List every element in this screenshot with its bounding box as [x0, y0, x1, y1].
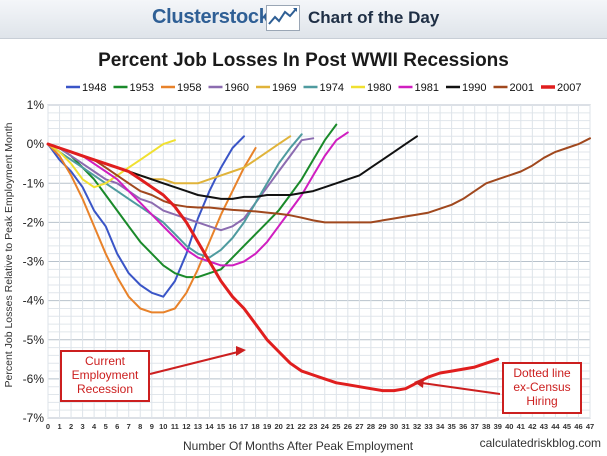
- chart-of-the-day-label: Chart of the Day: [308, 8, 440, 27]
- x-tick-label: 41: [517, 422, 525, 431]
- y-tick-label: -2%: [23, 215, 45, 229]
- callout-arrowhead-current: [236, 346, 246, 356]
- callout-line: Current: [84, 354, 125, 368]
- legend-label-1981: 1981: [415, 82, 439, 94]
- x-tick-label: 20: [274, 422, 282, 431]
- series-line-2001: [47, 137, 591, 224]
- banner: Clusterstock Chart of the Day: [0, 0, 607, 39]
- legend-label-1953: 1953: [130, 82, 154, 94]
- y-tick-label: -3%: [23, 255, 45, 269]
- x-tick-label: 37: [471, 422, 479, 431]
- x-tick-label: 35: [447, 422, 455, 431]
- x-tick-label: 29: [378, 422, 386, 431]
- chart-logo-icon: [266, 5, 300, 31]
- x-tick-label: 14: [205, 422, 214, 431]
- y-tick-label: -4%: [23, 294, 45, 308]
- x-tick-label: 42: [528, 422, 536, 431]
- x-tick-label: 7: [127, 422, 131, 431]
- x-tick-label: 6: [115, 422, 119, 431]
- series-line-1958: [47, 143, 257, 314]
- legend-label-1948: 1948: [82, 82, 106, 94]
- x-tick-label: 26: [344, 422, 352, 431]
- x-tick-label: 18: [251, 422, 259, 431]
- x-axis-label: Number Of Months After Peak Employment: [183, 439, 414, 453]
- source-credit: calculatedriskblog.com: [479, 436, 601, 450]
- callout-dotted-line: Dotted line ex-Census Hiring: [502, 362, 582, 414]
- series-line-1980: [47, 139, 176, 189]
- x-tick-label: 27: [355, 422, 363, 431]
- series-line-1981: [47, 131, 349, 267]
- y-tick-label: -5%: [23, 333, 45, 347]
- x-tick-label: 33: [424, 422, 432, 431]
- x-tick-label: 15: [217, 422, 225, 431]
- legend-label-1990: 1990: [462, 82, 486, 94]
- x-tick-label: 13: [194, 422, 202, 431]
- x-tick-label: 43: [540, 422, 548, 431]
- x-tick-label: 4: [92, 422, 97, 431]
- legend-label-1960: 1960: [225, 82, 249, 94]
- y-tick-label: 0%: [27, 137, 45, 151]
- series-line-1953: [47, 123, 338, 279]
- x-tick-label: 10: [159, 422, 167, 431]
- legend-label-1969: 1969: [272, 82, 296, 94]
- y-tick-label: -7%: [23, 411, 45, 425]
- chart-title: Percent Job Losses In Post WWII Recessio…: [98, 50, 509, 71]
- legend-label-1974: 1974: [320, 82, 344, 94]
- x-tick-label: 25: [332, 422, 340, 431]
- x-tick-label: 19: [263, 422, 271, 431]
- x-tick-label: 39: [494, 422, 502, 431]
- x-tick-label: 0: [46, 422, 50, 431]
- x-tick-label: 30: [390, 422, 398, 431]
- x-tick-label: 1: [57, 422, 61, 431]
- x-tick-label: 44: [551, 422, 560, 431]
- x-tick-label: 5: [104, 422, 108, 431]
- callout-arrow-current: [149, 351, 239, 375]
- x-tick-label: 34: [436, 422, 445, 431]
- x-tick-label: 23: [309, 422, 317, 431]
- x-tick-label: 40: [505, 422, 513, 431]
- legend-label-1980: 1980: [367, 82, 391, 94]
- callout-line: Employment: [71, 368, 139, 382]
- legend-label-2007: 2007: [557, 82, 581, 94]
- legend-label-1958: 1958: [177, 82, 201, 94]
- x-tick-label: 22: [298, 422, 306, 431]
- x-tick-label: 24: [321, 422, 330, 431]
- x-tick-label: 31: [401, 422, 409, 431]
- x-tick-label: 36: [459, 422, 467, 431]
- x-tick-label: 8: [138, 422, 142, 431]
- x-tick-label: 46: [574, 422, 582, 431]
- y-tick-label: 1%: [27, 98, 45, 112]
- x-tick-label: 21: [286, 422, 294, 431]
- x-tick-label: 12: [182, 422, 190, 431]
- x-tick-label: 16: [228, 422, 236, 431]
- series-line-1948: [47, 135, 245, 298]
- x-tick-label: 47: [586, 422, 594, 431]
- callout-line: Dotted line: [513, 366, 571, 380]
- y-tick-label: -1%: [23, 176, 45, 190]
- callout-line: Recession: [76, 382, 134, 396]
- x-tick-label: 3: [81, 422, 85, 431]
- x-tick-label: 45: [563, 422, 571, 431]
- x-tick-label: 2: [69, 422, 73, 431]
- brand-name: Clusterstock: [152, 6, 270, 28]
- legend-label-2001: 2001: [510, 82, 534, 94]
- x-tick-label: 9: [150, 422, 154, 431]
- x-tick-label: 38: [482, 422, 490, 431]
- x-tick-label: 28: [367, 422, 375, 431]
- x-tick-label: 11: [171, 422, 179, 431]
- y-tick-label: -6%: [23, 372, 45, 386]
- callout-arrow-dotted: [421, 382, 501, 395]
- x-tick-label: 17: [240, 422, 248, 431]
- x-tick-label: 32: [413, 422, 421, 431]
- y-axis-label: Percent Job Losses Relative to Peak Empl…: [3, 122, 15, 388]
- callout-current-recession: Current Employment Recession: [60, 350, 150, 402]
- callout-arrowhead-dotted: [414, 378, 424, 388]
- callout-line: Hiring: [526, 394, 558, 408]
- callout-line: ex-Census: [513, 380, 571, 394]
